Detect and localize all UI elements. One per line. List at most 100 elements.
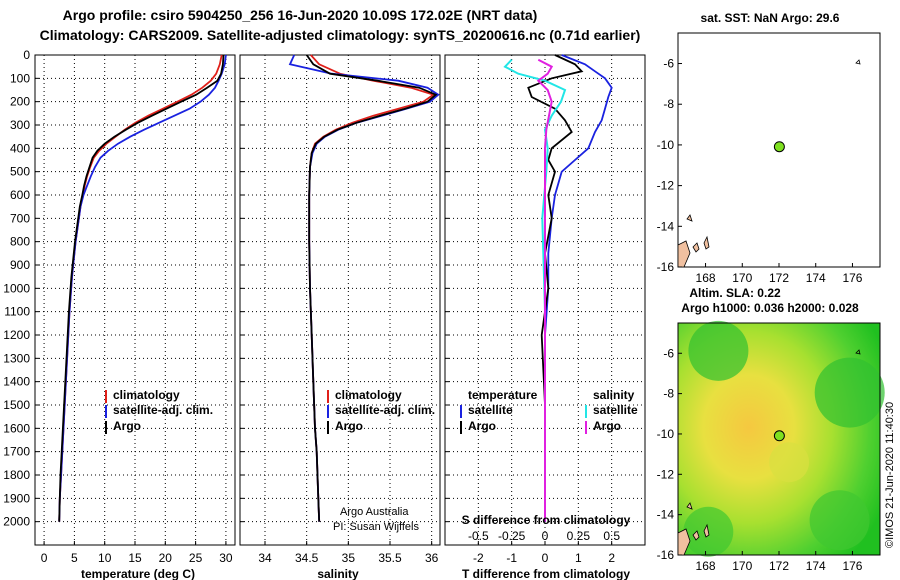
s-diff-tick-label: 0 — [542, 529, 549, 543]
depth-tick-label: 1200 — [3, 328, 30, 342]
depth-tick-label: 500 — [10, 165, 30, 179]
lat-tick-label: -8 — [663, 97, 674, 111]
series-t-argo — [527, 54, 584, 522]
x-tick-label: 1 — [575, 551, 582, 565]
depth-tick-label: 1000 — [3, 281, 30, 295]
legend-argo-label: Argo — [113, 419, 141, 433]
x-tick-label: 25 — [189, 551, 203, 565]
series-s-argo — [536, 58, 554, 522]
sst-map: 168 170 172 174 176 -6 -8 -10 -12 -14 -16 — [657, 32, 881, 285]
lat-tick-label: -6 — [663, 346, 674, 360]
lon-tick-label: 170 — [732, 271, 752, 285]
lon-tick-label: 174 — [806, 271, 826, 285]
series-argo — [305, 54, 438, 522]
s-diff-tick-label: 0.5 — [603, 529, 620, 543]
depth-tick-label: 1100 — [4, 305, 30, 319]
depth-tick-label: 600 — [10, 188, 30, 202]
legend-satellite-label: satellite-adj. clim. — [113, 403, 213, 417]
island — [686, 502, 693, 510]
depth-tick-label: 1300 — [3, 351, 30, 365]
lon-tick-label: 172 — [769, 559, 789, 573]
island — [855, 349, 861, 355]
lon-tick-label: 176 — [842, 271, 862, 285]
x-tick-label: -2 — [473, 551, 484, 565]
salinity-xlabel: salinity — [317, 567, 359, 580]
x-tick-label: 15 — [128, 551, 142, 565]
depth-tick-label: 700 — [10, 211, 30, 225]
island — [677, 240, 691, 268]
series-climatology — [308, 54, 436, 522]
x-tick-label: 5 — [71, 551, 78, 565]
sla-map: 168 170 172 174 176 -6 -8 -10 -12 -14 -16 — [657, 320, 885, 573]
legend-climatology-label: climatology — [113, 388, 180, 402]
x-tick-label: 34.5 — [295, 551, 319, 565]
lat-tick-label: -6 — [663, 57, 674, 71]
imos-credit: ©IMOS 21-Jun-2020 11:40:30 — [884, 402, 896, 548]
legend-climatology-label: climatology — [335, 388, 402, 402]
s-diff-tick-label: -0.5 — [468, 529, 489, 543]
legend-t-argo-label: Argo — [468, 419, 496, 433]
x-tick-label: 34 — [258, 551, 272, 565]
lat-tick-label: -14 — [657, 508, 675, 522]
depth-tick-label: 300 — [10, 118, 30, 132]
depth-tick-label: 0 — [23, 48, 30, 62]
depth-tick-label: 1500 — [3, 398, 30, 412]
difference-panel: -2 -1 0 1 2 -0.5 -0.25 0 0.25 0.5 — [444, 54, 646, 565]
temperature-legend: climatology satellite-adj. clim. Argo — [105, 388, 213, 434]
lat-tick-label: -12 — [657, 179, 675, 193]
x-tick-label: 30 — [219, 551, 233, 565]
series-satellite-adj-clim- — [58, 54, 227, 522]
x-tick-label: 20 — [159, 551, 173, 565]
x-tick-label: 0 — [41, 551, 48, 565]
depth-tick-label: 100 — [10, 71, 30, 85]
lat-tick-label: -12 — [657, 467, 675, 481]
x-tick-label: 35.5 — [378, 551, 402, 565]
island — [703, 235, 710, 250]
depth-tick-label: 2000 — [3, 515, 30, 529]
lat-tick-label: -14 — [657, 219, 675, 233]
temperature-panel: 0 5 10 15 20 25 30 — [34, 54, 236, 565]
island — [703, 523, 710, 538]
argo-position-marker — [773, 141, 785, 153]
depth-tick-label: 1400 — [3, 375, 30, 389]
s-diff-tick-label: -0.25 — [498, 529, 526, 543]
sla-map-title: Altim. SLA: 0.22 — [689, 286, 781, 300]
legend-salinity-title: salinity — [593, 388, 635, 402]
difference-legend: temperature satellite Argo salinity sate… — [460, 388, 638, 434]
island — [692, 242, 700, 253]
island — [686, 214, 693, 222]
depth-tick-label: 900 — [10, 258, 30, 272]
x-tick-label: 10 — [98, 551, 112, 565]
legend-temperature-title: temperature — [468, 388, 538, 402]
lat-tick-label: -16 — [657, 260, 675, 274]
sla-blob — [809, 490, 870, 551]
legend-t-satellite-label: satellite — [468, 403, 513, 417]
tdiff-xlabel: T difference from climatology — [462, 567, 630, 580]
x-tick-label: 35 — [342, 551, 356, 565]
argo-australia-note: Argo Australia — [340, 506, 409, 518]
legend-s-argo-label: Argo — [593, 419, 621, 433]
temperature-xlabel: temperature (deg C) — [81, 567, 195, 580]
x-tick-label: 2 — [608, 551, 615, 565]
depth-tick-label: 200 — [10, 95, 30, 109]
pi-note: PI: Susan Wijffels — [333, 521, 419, 533]
island — [692, 530, 700, 541]
lat-tick-label: -10 — [657, 138, 675, 152]
s-diff-tick-label: 0.25 — [567, 529, 591, 543]
lat-tick-label: -8 — [663, 387, 674, 401]
lon-tick-label: 172 — [769, 271, 789, 285]
depth-tick-label: 1800 — [3, 468, 30, 482]
sla-blob — [769, 442, 810, 483]
x-tick-label: 0 — [542, 551, 549, 565]
series-argo — [58, 54, 225, 522]
salinity-legend: climatology satellite-adj. clim. Argo — [327, 388, 435, 434]
lon-tick-label: 168 — [696, 271, 716, 285]
legend-s-satellite-label: satellite — [593, 403, 638, 417]
sla-blob — [688, 320, 749, 381]
depth-axis: 0 100 200 300 400 500 600 700 800 900 1000 1100 1200… — [3, 48, 30, 529]
depth-tick-label: 400 — [10, 141, 30, 155]
title-line-2: Climatology: CARS2009. Satellite-adjuste… — [40, 27, 641, 43]
lat-tick-label: -10 — [657, 427, 675, 441]
sla-blob — [814, 357, 885, 428]
